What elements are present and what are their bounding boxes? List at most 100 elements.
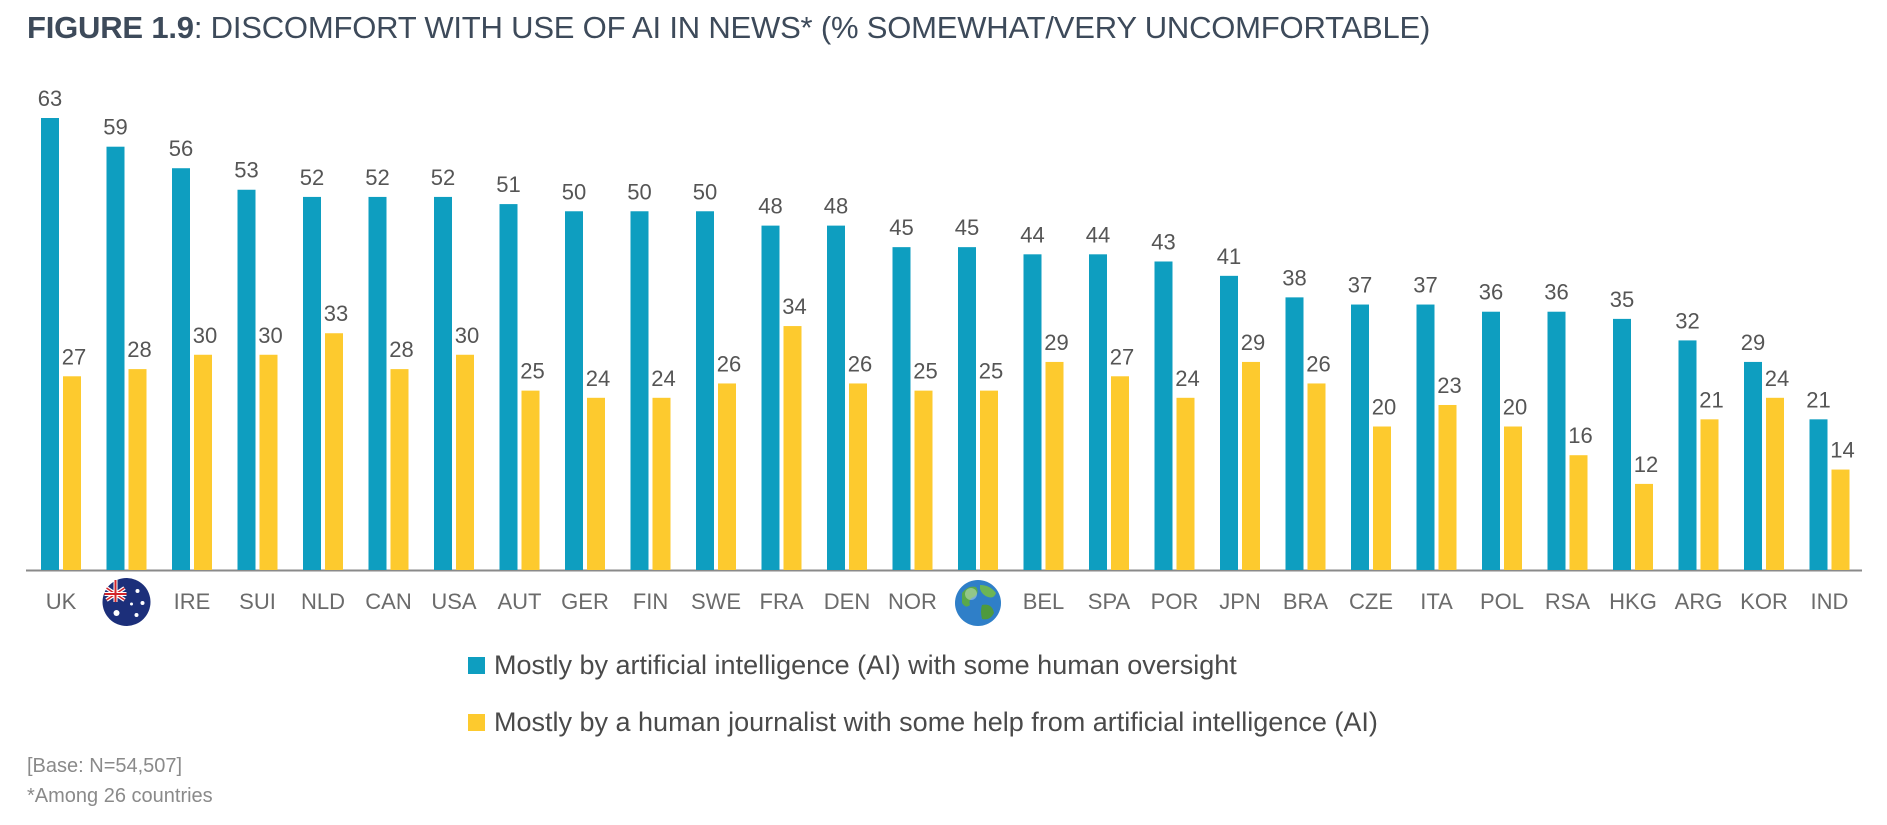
bar-human-ire (194, 354, 212, 570)
tick-label-nor: NOR (888, 589, 937, 614)
bar-ai-all (958, 247, 976, 570)
tick-label-jpn: JPN (1219, 589, 1261, 614)
data-label-human-ita: 23 (1437, 373, 1461, 398)
tick-label-ind: IND (1811, 589, 1849, 614)
tick-label-hkg: HKG (1609, 589, 1657, 614)
footnote-base: [Base: N=54,507] (27, 755, 183, 777)
data-label-human-fin: 24 (651, 366, 675, 391)
data-label-human-kor: 24 (1765, 366, 1789, 391)
figure-label: FIGURE 1.9 (27, 10, 194, 45)
bar-ai-bra (1285, 297, 1304, 570)
data-label-ai-aut: 51 (496, 172, 520, 197)
bar-ai-ind (1809, 419, 1828, 570)
data-label-human-ire: 30 (193, 323, 217, 348)
data-label-ai-swe: 50 (693, 179, 717, 204)
data-label-ai-arg: 32 (1675, 308, 1699, 333)
legend-item-human: Mostly by a human journalist with some h… (468, 707, 1378, 738)
tick-label-cze: CZE (1349, 589, 1393, 614)
data-label-ai-spa: 44 (1086, 222, 1110, 247)
data-label-ai-can: 52 (365, 165, 389, 190)
data-label-human-den: 26 (848, 351, 872, 376)
data-label-human-sui: 30 (258, 323, 282, 348)
bar-human-jpn (1242, 361, 1260, 570)
tick-label-ire: IRE (174, 589, 211, 614)
data-label-ai-aus: 59 (103, 115, 127, 140)
bar-human-ger (587, 397, 605, 570)
data-label-ai-bel: 44 (1020, 222, 1044, 247)
tick-label-den: DEN (824, 589, 870, 614)
bar-ai-kor (1744, 361, 1762, 570)
bar-ai-por (1154, 261, 1173, 570)
bar-ai-den (827, 225, 845, 570)
data-label-human-can: 28 (389, 337, 413, 362)
bar-human-kor (1766, 397, 1784, 570)
legend-label-ai: Mostly by artificial intelligence (AI) w… (494, 650, 1237, 680)
tick-label-ita: ITA (1420, 589, 1453, 614)
legend-item-ai: Mostly by artificial intelligence (AI) w… (468, 650, 1237, 681)
bar-ai-sui (237, 189, 256, 570)
data-label-ai-ita: 37 (1413, 273, 1437, 298)
bar-ai-jpn (1220, 275, 1238, 570)
data-label-human-pol: 20 (1503, 395, 1527, 420)
data-label-human-ger: 24 (586, 366, 610, 391)
bar-human-den (849, 383, 867, 570)
data-label-ai-den: 48 (824, 194, 848, 219)
tick-label-fra: FRA (760, 589, 804, 614)
chart-title: FIGURE 1.9: DISCOMFORT WITH USE OF AI IN… (27, 10, 1430, 46)
bar-ai-pol (1482, 311, 1500, 570)
data-label-ai-ire: 56 (169, 136, 193, 161)
bar-ai-arg (1678, 340, 1697, 570)
bar-human-spa (1111, 376, 1129, 570)
data-label-ai-uk: 63 (38, 86, 62, 111)
bar-ai-spa (1089, 254, 1107, 571)
data-label-human-spa: 27 (1110, 344, 1134, 369)
bar-human-ita (1438, 404, 1457, 570)
bar-human-all (980, 390, 998, 570)
data-label-ai-nld: 52 (300, 165, 324, 190)
tick-label-can: CAN (365, 589, 411, 614)
title-text: : DISCOMFORT WITH USE OF AI IN NEWS* (% … (193, 10, 1431, 45)
data-label-human-fra: 34 (782, 294, 806, 319)
australia-flag-icon (102, 578, 151, 626)
bar-ai-bel (1023, 254, 1042, 571)
tick-label-pol: POL (1480, 589, 1524, 614)
data-label-human-jpn: 29 (1241, 330, 1265, 355)
legend-swatch-ai (468, 657, 485, 674)
data-label-human-uk: 27 (62, 344, 86, 369)
bar-human-rsa (1569, 455, 1588, 570)
bar-human-nor (914, 390, 933, 570)
data-label-human-rsa: 16 (1568, 423, 1592, 448)
tick-label-rsa: RSA (1545, 589, 1591, 614)
tick-label-arg: ARG (1675, 589, 1723, 614)
bar-ai-usa (434, 196, 452, 570)
data-label-human-bra: 26 (1306, 351, 1330, 376)
data-label-ai-usa: 52 (431, 165, 455, 190)
bar-ai-swe (696, 211, 714, 570)
data-label-human-arg: 21 (1699, 387, 1723, 412)
tick-label-nld: NLD (301, 589, 345, 614)
bar-human-fin (652, 397, 671, 570)
bar-ai-aut (499, 204, 518, 570)
data-label-human-nor: 25 (913, 359, 937, 384)
data-label-ai-fin: 50 (627, 179, 651, 204)
data-label-human-cze: 20 (1372, 395, 1396, 420)
bar-ai-ita (1416, 304, 1435, 570)
data-label-ai-nor: 45 (889, 215, 913, 240)
bar-human-cze (1373, 426, 1391, 570)
bar-human-por (1176, 397, 1195, 570)
data-label-human-swe: 26 (717, 351, 741, 376)
data-label-ai-por: 43 (1151, 229, 1175, 254)
footnote-countries: *Among 26 countries (27, 785, 213, 807)
bar-ai-aus (106, 146, 125, 570)
data-label-ai-ind: 21 (1806, 387, 1830, 412)
data-label-ai-bra: 38 (1282, 265, 1306, 290)
bar-ai-nor (892, 247, 911, 570)
bar-human-aut (521, 390, 540, 570)
bar-human-can (390, 369, 409, 570)
bar-human-sui (259, 354, 278, 570)
bar-human-fra (783, 326, 802, 570)
tick-label-aut: AUT (498, 589, 542, 614)
tick-label-ger: GER (561, 589, 609, 614)
bar-human-usa (456, 354, 474, 570)
